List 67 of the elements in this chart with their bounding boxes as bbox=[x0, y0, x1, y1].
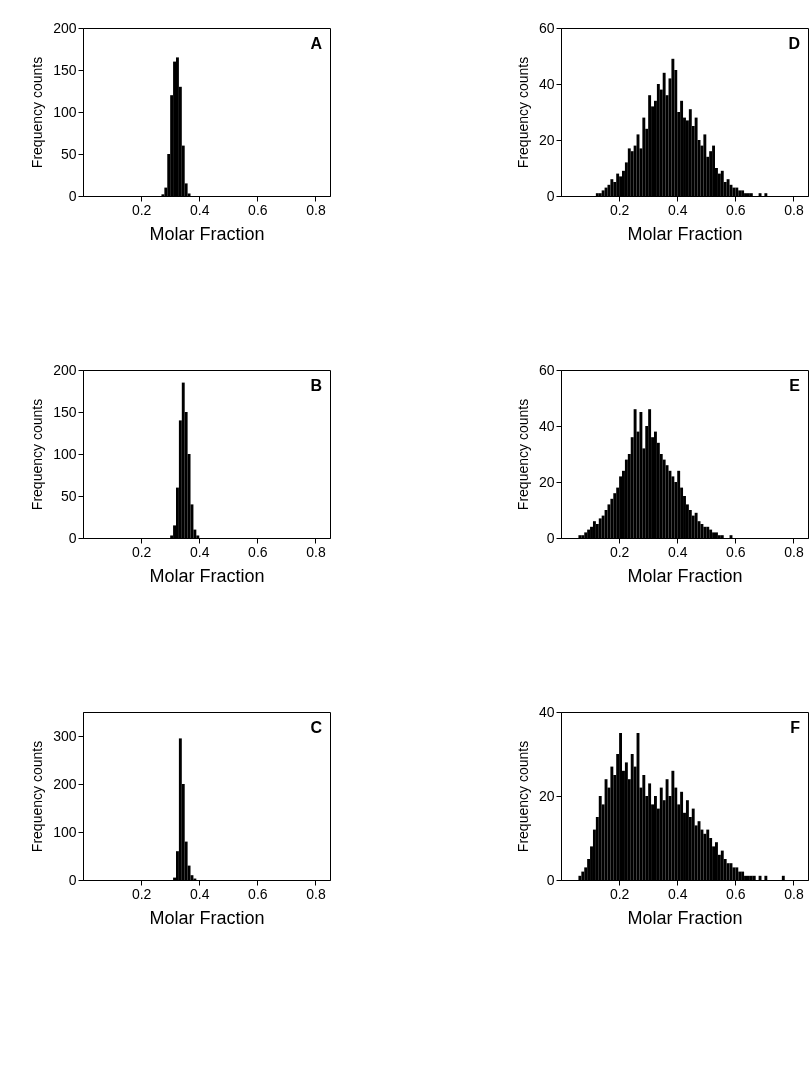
x-tick-label: 0.2 bbox=[609, 543, 630, 560]
x-tick-label: 0.4 bbox=[190, 201, 210, 218]
x-tick-label: 0.2 bbox=[131, 543, 152, 560]
x-tick-label: 0.4 bbox=[190, 885, 210, 902]
annotation: C bbox=[310, 719, 323, 736]
y-tick-label: 50 bbox=[60, 487, 77, 504]
y-tick-label: 150 bbox=[53, 403, 77, 420]
y-tick-label: 40 bbox=[538, 75, 555, 92]
x-tick-label: 0.2 bbox=[131, 201, 152, 218]
y-tick-label: 200 bbox=[53, 775, 77, 792]
x-tick-label: 0.2 bbox=[131, 885, 152, 902]
y-tick-label: 20 bbox=[538, 131, 555, 148]
x-axis-title: Molar Fraction bbox=[627, 907, 743, 928]
y-tick-label: 20 bbox=[538, 473, 555, 490]
y-tick-label: 60 bbox=[538, 19, 555, 36]
y-tick-label: 200 bbox=[53, 361, 77, 378]
y-tick-label: 100 bbox=[53, 445, 77, 462]
y-tick-label: 40 bbox=[538, 417, 555, 434]
y-tick-label: 60 bbox=[538, 361, 555, 378]
y-axis-title: Frequency counts bbox=[514, 398, 531, 511]
x-tick-label: 0.4 bbox=[668, 543, 688, 560]
y-tick-label: 0 bbox=[68, 187, 77, 204]
x-axis-title: Molar Fraction bbox=[149, 565, 265, 586]
x-tick-label: 0.2 bbox=[609, 885, 630, 902]
x-tick-label: 0.6 bbox=[726, 885, 746, 902]
x-tick-label: 0.4 bbox=[668, 201, 688, 218]
x-tick-label: 0.8 bbox=[306, 201, 326, 218]
y-tick-label: 40 bbox=[538, 703, 555, 720]
y-tick-label: 100 bbox=[53, 103, 77, 120]
annotation: D bbox=[788, 35, 800, 52]
y-tick-label: 0 bbox=[546, 871, 555, 888]
x-tick-label: 0.6 bbox=[726, 201, 746, 218]
y-axis-title: Frequency counts bbox=[29, 398, 46, 511]
x-tick-label: 0.8 bbox=[784, 885, 804, 902]
x-tick-label: 0.4 bbox=[668, 885, 688, 902]
y-tick-label: 0 bbox=[546, 529, 555, 546]
y-axis-title: Frequency counts bbox=[29, 740, 46, 853]
y-tick-label: 200 bbox=[53, 19, 77, 36]
y-axis-title: Frequency counts bbox=[514, 56, 531, 169]
y-axis-title: Frequency counts bbox=[29, 56, 46, 169]
y-tick-label: 50 bbox=[60, 145, 77, 162]
x-axis-title: Molar Fraction bbox=[149, 223, 265, 244]
annotation: A bbox=[310, 35, 323, 52]
x-tick-label: 0.6 bbox=[726, 543, 746, 560]
x-tick-label: 0.8 bbox=[306, 885, 326, 902]
x-tick-label: 0.8 bbox=[306, 543, 326, 560]
y-tick-label: 0 bbox=[546, 187, 555, 204]
y-tick-label: 20 bbox=[538, 787, 555, 804]
y-axis-title: Frequency counts bbox=[514, 740, 531, 853]
annotation: E bbox=[789, 377, 801, 394]
y-tick-label: 0 bbox=[68, 871, 77, 888]
x-tick-label: 0.6 bbox=[248, 201, 268, 218]
x-tick-label: 0.4 bbox=[190, 543, 210, 560]
x-axis-title: Molar Fraction bbox=[627, 223, 743, 244]
y-tick-label: 300 bbox=[53, 727, 77, 744]
x-axis-title: Molar Fraction bbox=[149, 907, 265, 928]
annotation: F bbox=[790, 719, 801, 736]
x-tick-label: 0.2 bbox=[609, 201, 630, 218]
y-tick-label: 0 bbox=[68, 529, 77, 546]
x-axis-title: Molar Fraction bbox=[627, 565, 743, 586]
annotation: B bbox=[310, 377, 322, 394]
x-tick-label: 0.6 bbox=[248, 885, 268, 902]
y-tick-label: 100 bbox=[53, 823, 77, 840]
x-tick-label: 0.8 bbox=[784, 543, 804, 560]
y-tick-label: 150 bbox=[53, 61, 77, 78]
x-tick-label: 0.6 bbox=[248, 543, 268, 560]
x-tick-label: 0.8 bbox=[784, 201, 804, 218]
